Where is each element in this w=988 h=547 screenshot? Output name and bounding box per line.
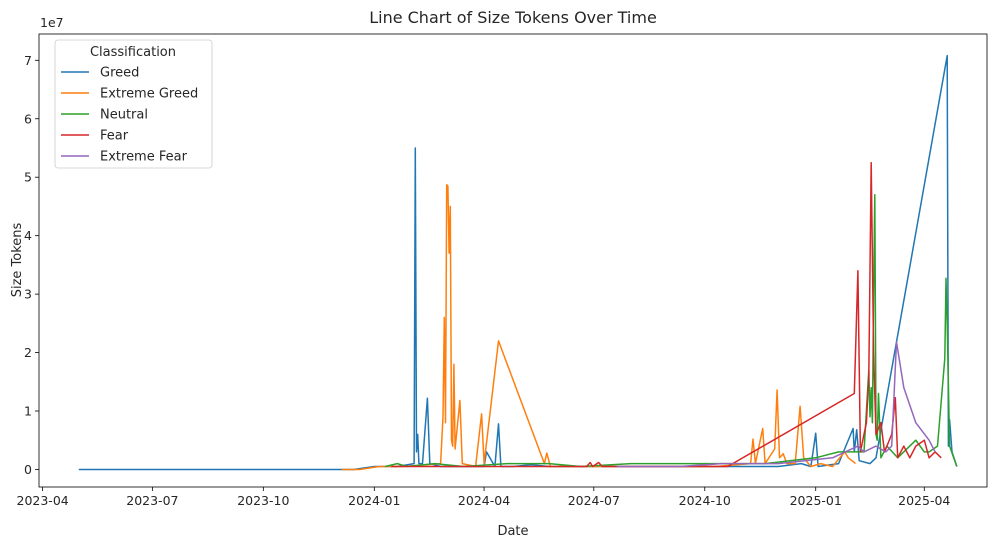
y-axis-multiplier: 1e7 <box>40 15 64 30</box>
y-tick-label-5: 5 <box>24 170 32 185</box>
legend-title: Classification <box>90 45 176 60</box>
legend-label-2: Neutral <box>100 108 148 123</box>
x-tick-label-2: 2023-10 <box>237 493 289 508</box>
chart-title: Line Chart of Size Tokens Over Time <box>369 8 657 27</box>
series-line-3 <box>391 161 942 468</box>
series-layer <box>78 54 958 471</box>
y-axis-title: Size Tokens <box>10 222 25 297</box>
legend-box <box>54 39 213 169</box>
y-tick-label-4: 4 <box>24 228 32 243</box>
x-tick-label-0: 2023-04 <box>17 493 69 508</box>
x-axis: 2023-04 2023-07 2023-10 2024-01 2024-04 2024-… <box>17 487 950 508</box>
y-tick-label-7: 7 <box>24 53 32 68</box>
plot-frame <box>38 33 988 488</box>
y-tick-label-6: 6 <box>24 111 32 126</box>
series-line-4 <box>616 341 936 468</box>
x-axis-title: Date <box>497 524 528 539</box>
x-tick-label-3: 2024-01 <box>348 493 400 508</box>
legend-label-1: Extreme Greed <box>100 87 198 102</box>
x-tick-label-7: 2025-01 <box>790 493 842 508</box>
x-tick-label-4: 2024-04 <box>458 493 510 508</box>
series-line-2 <box>385 193 958 468</box>
y-tick-label-2: 2 <box>24 345 32 360</box>
legend: Classification Greed Extreme Greed Neutral… <box>54 39 213 169</box>
x-tick-label-8: 2025-04 <box>898 493 950 508</box>
x-tick-label-1: 2023-07 <box>126 493 178 508</box>
y-tick-label-3: 3 <box>24 287 32 302</box>
x-tick-label-5: 2024-07 <box>568 493 620 508</box>
series-line-1 <box>341 184 856 471</box>
x-tick-label-6: 2024-10 <box>679 493 731 508</box>
legend-label-4: Extreme Fear <box>100 150 188 165</box>
legend-label-0: Greed <box>100 66 139 81</box>
legend-label-3: Fear <box>100 129 129 144</box>
y-axis: 0 1 2 3 4 5 6 7 <box>24 53 39 477</box>
y-tick-label-0: 0 <box>24 462 32 477</box>
y-tick-label-1: 1 <box>24 404 32 419</box>
